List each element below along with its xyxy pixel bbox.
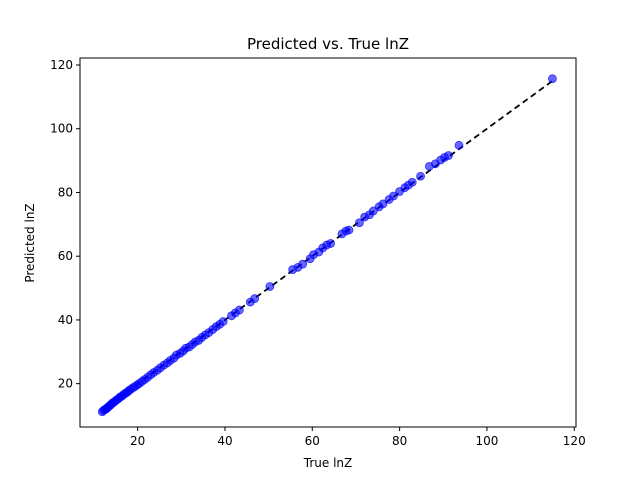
data-points bbox=[97, 74, 557, 417]
scatter-point bbox=[234, 305, 244, 315]
scatter-point bbox=[548, 74, 557, 84]
scatter-point bbox=[344, 225, 354, 235]
x-tick-label: 40 bbox=[217, 434, 232, 448]
y-axis-ticks: 20 40 60 80 100 120 bbox=[50, 58, 80, 391]
x-axis-ticks: 20 40 60 80 100 120 bbox=[130, 427, 586, 448]
y-tick-label: 60 bbox=[58, 249, 73, 263]
y-tick-label: 40 bbox=[58, 313, 73, 327]
scatter-point bbox=[378, 199, 388, 209]
scatter-point bbox=[326, 239, 336, 248]
x-tick-label: 20 bbox=[130, 434, 145, 448]
scatter-point bbox=[355, 218, 364, 228]
y-tick-label: 120 bbox=[50, 58, 73, 72]
scatter-point bbox=[218, 317, 228, 326]
x-axis-label: True lnZ bbox=[303, 456, 352, 470]
y-tick-label: 100 bbox=[50, 122, 73, 136]
x-tick-label: 80 bbox=[392, 434, 407, 448]
chart-title: Predicted vs. True lnZ bbox=[247, 35, 409, 53]
x-tick-label: 60 bbox=[305, 434, 320, 448]
scatter-point bbox=[298, 259, 308, 269]
plot-frame bbox=[79, 57, 577, 428]
y-tick-label: 20 bbox=[58, 377, 73, 391]
scatter-point bbox=[407, 177, 417, 187]
scatter-point bbox=[454, 140, 464, 150]
scatter-point bbox=[250, 294, 260, 303]
scatter-point bbox=[416, 171, 425, 181]
scatter-point bbox=[265, 282, 275, 291]
scatter-point bbox=[444, 151, 453, 160]
y-tick-label: 80 bbox=[58, 185, 73, 199]
x-tick-label: 100 bbox=[475, 434, 498, 448]
y-axis-label: Predicted lnZ bbox=[23, 203, 37, 282]
scatter-point bbox=[389, 191, 398, 201]
x-tick-label: 120 bbox=[563, 434, 586, 448]
